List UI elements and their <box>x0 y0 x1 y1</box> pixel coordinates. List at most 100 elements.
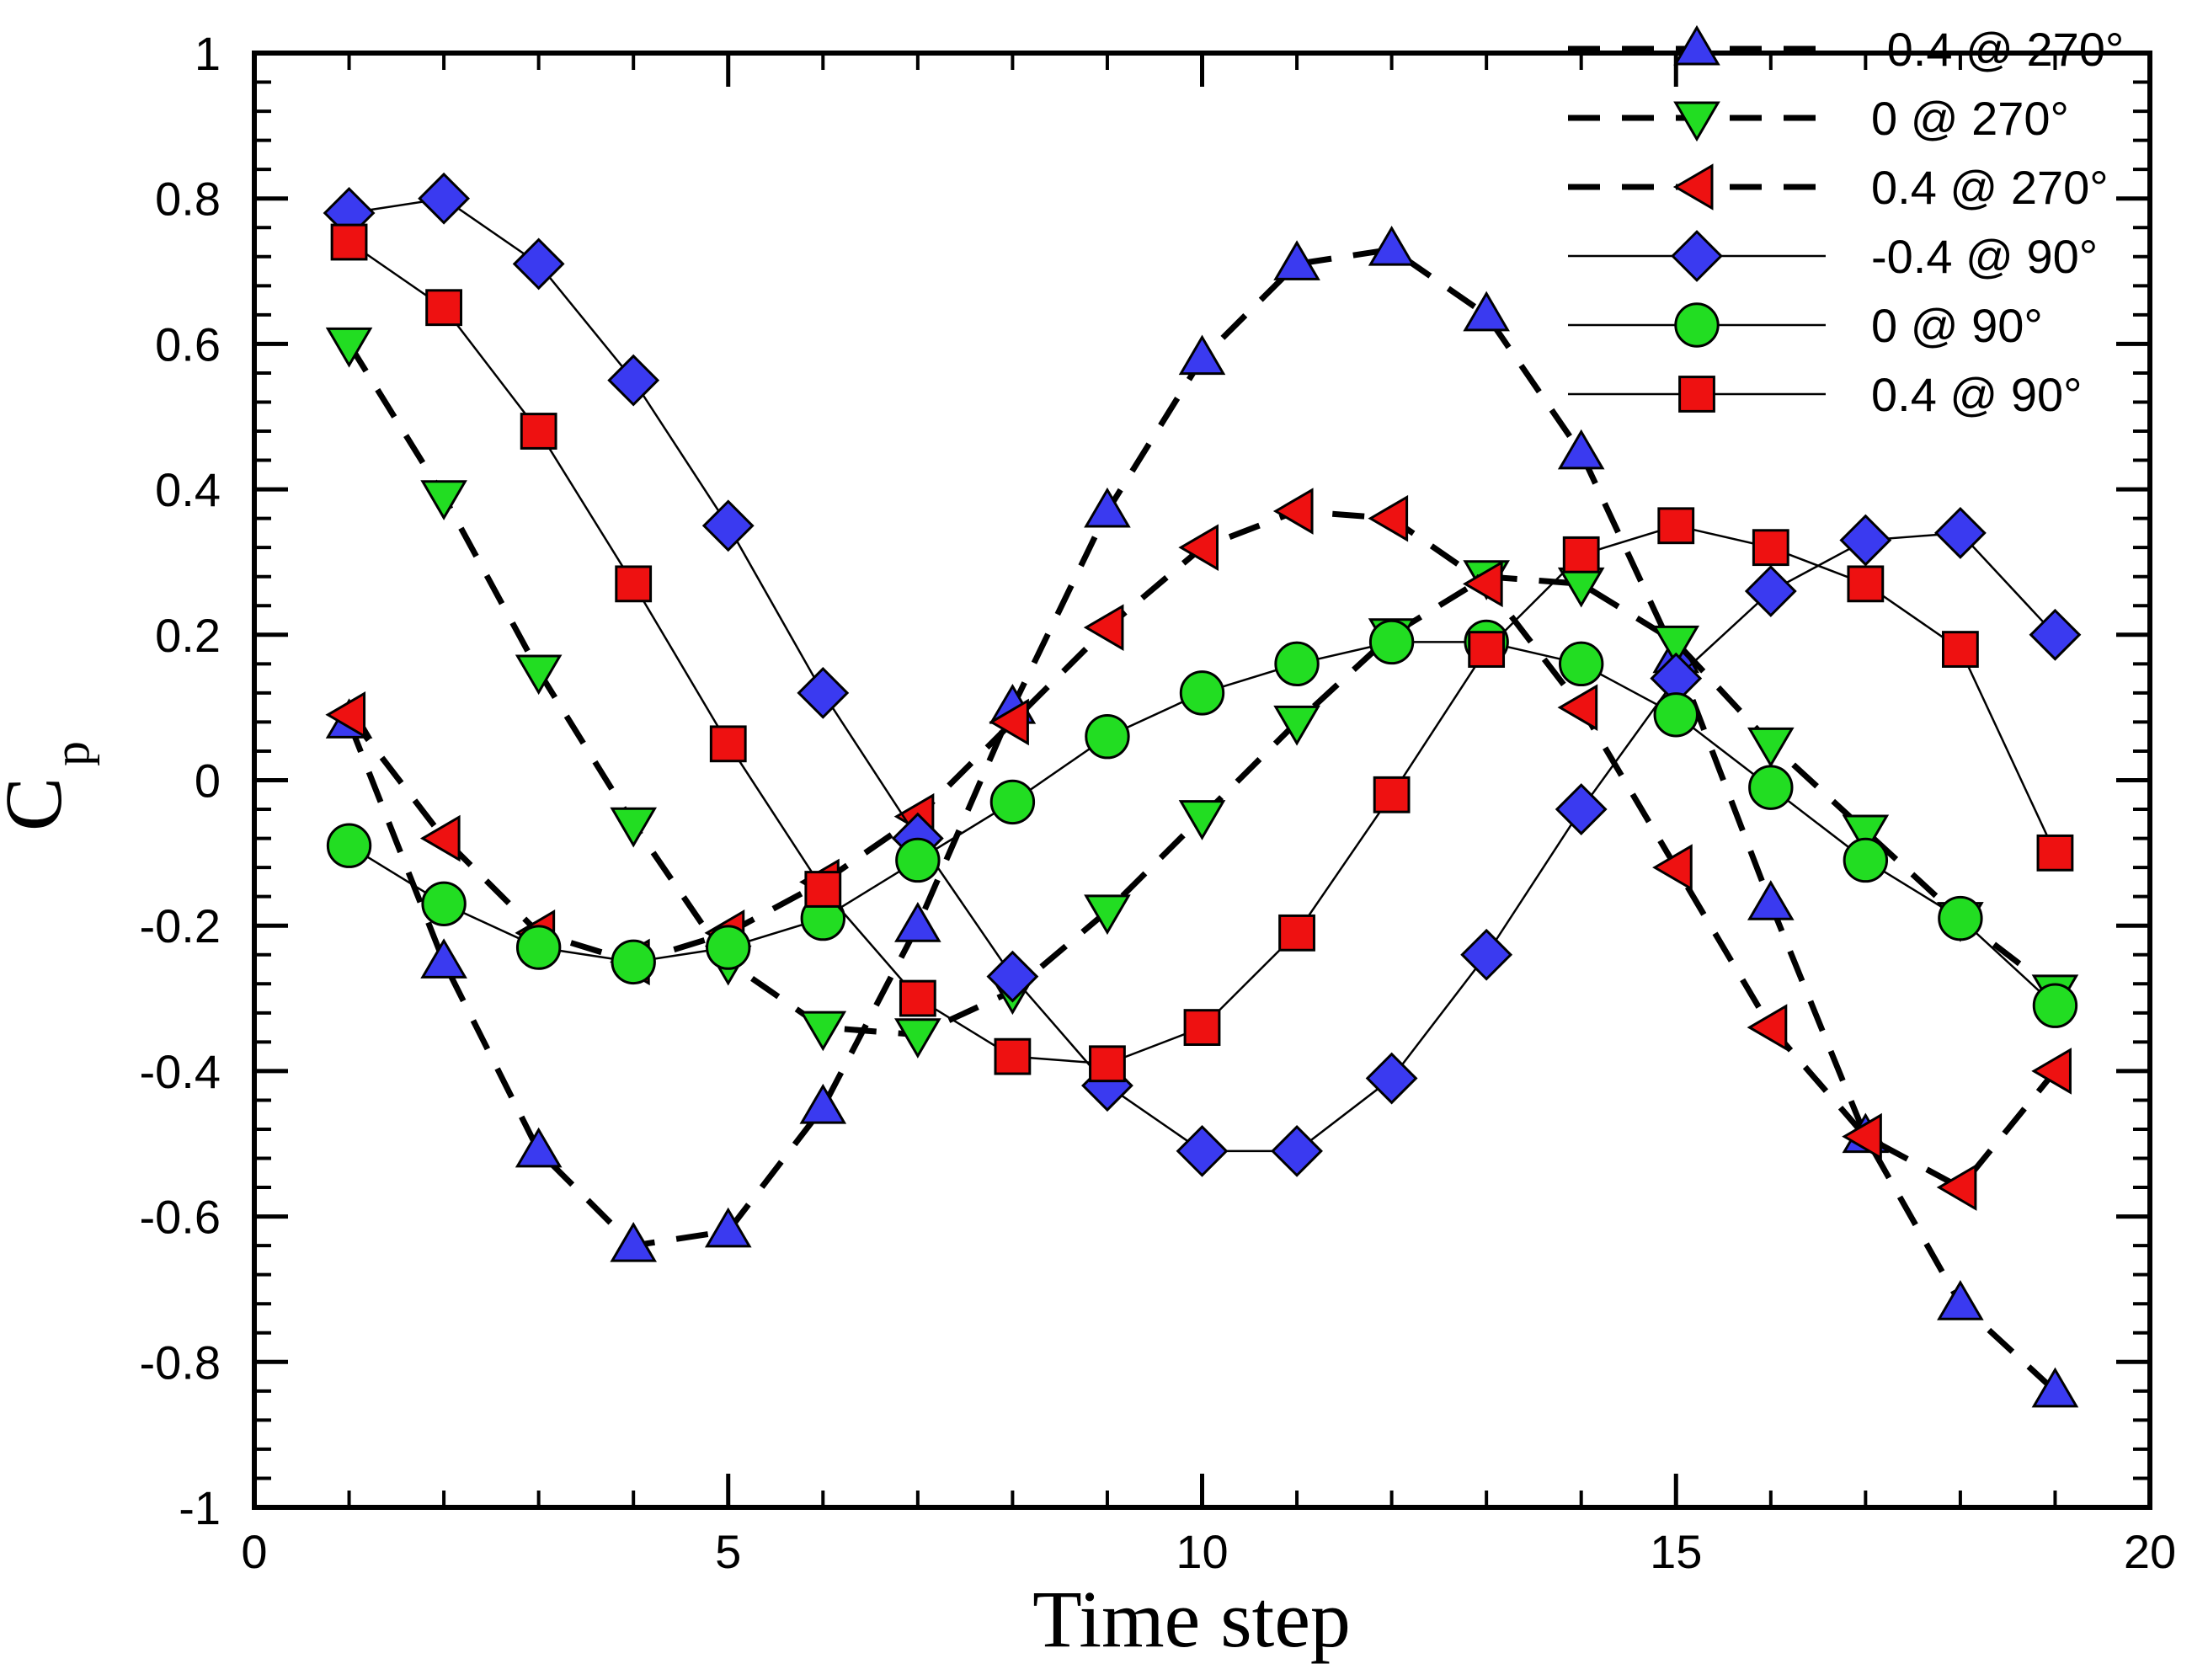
data-point <box>1468 631 1506 668</box>
data-point <box>1178 334 1226 376</box>
legend-label: -0.4 @ 90° <box>1871 230 2098 283</box>
data-point <box>1747 727 1795 768</box>
data-point <box>420 480 467 520</box>
data-point <box>701 499 755 552</box>
legend-marker <box>1672 163 1714 211</box>
data-point <box>515 1127 563 1168</box>
x-tick-label: 20 <box>2124 1525 2176 1578</box>
series-3 <box>325 488 2072 1211</box>
y-tick-label: -1 <box>179 1481 221 1534</box>
data-point <box>1183 1009 1221 1046</box>
data-point <box>1365 1052 1418 1105</box>
data-point <box>1084 487 1131 528</box>
legend-marker <box>1671 230 1723 282</box>
data-point <box>2036 834 2074 872</box>
data-point <box>418 172 471 225</box>
legend-marker <box>1678 376 1715 413</box>
data-point <box>1937 1280 1984 1320</box>
legend-item: -0.4 @ 270° <box>1568 23 2124 76</box>
data-point <box>706 925 751 970</box>
data-point <box>1559 641 1604 687</box>
data-point <box>1555 783 1608 835</box>
data-point <box>610 1221 658 1262</box>
data-point <box>607 354 660 407</box>
data-point <box>799 1011 847 1052</box>
data-point <box>1839 514 1892 567</box>
data-point <box>325 327 373 368</box>
legend-label: 0.4 @ 90° <box>1871 368 2083 421</box>
legend-item: -0.4 @ 90° <box>1568 230 2098 283</box>
data-point <box>1748 765 1794 810</box>
legend-item: 0.4 @ 90° <box>1568 368 2083 421</box>
series-6 <box>330 223 2074 1083</box>
data-point <box>1460 928 1513 981</box>
data-point <box>2032 983 2078 1028</box>
data-point <box>512 237 565 291</box>
data-point <box>797 666 850 719</box>
data-point <box>1938 895 1983 941</box>
x-tick-label: 5 <box>715 1525 741 1578</box>
y-axis-title: C <box>0 777 78 831</box>
data-point <box>1373 776 1411 813</box>
data-point <box>1562 536 1600 573</box>
data-point <box>1557 429 1605 470</box>
legend-label: 0 @ 270° <box>1871 92 2069 145</box>
data-point <box>1273 240 1320 280</box>
data-point <box>1652 844 1693 891</box>
data-point <box>1273 705 1320 746</box>
legend-label: 0 @ 90° <box>1871 299 2043 352</box>
data-point <box>1272 488 1314 535</box>
data-point <box>704 1207 752 1248</box>
y-tick-label: -0.2 <box>140 899 221 952</box>
data-point <box>1936 1164 1977 1211</box>
data-point <box>989 779 1036 825</box>
data-point <box>1657 507 1695 545</box>
data-point <box>989 698 1029 746</box>
series-1 <box>325 225 2079 1408</box>
x-tick-label: 15 <box>1650 1525 1702 1578</box>
data-point <box>1278 914 1315 952</box>
data-point <box>986 950 1039 1003</box>
series-group <box>323 172 2082 1408</box>
data-point <box>1462 560 1503 608</box>
data-point <box>899 979 936 1017</box>
data-point <box>325 691 366 739</box>
legend-marker <box>1673 24 1720 66</box>
data-point <box>1557 567 1605 608</box>
data-point <box>894 902 941 942</box>
data-point <box>1653 692 1699 738</box>
data-point <box>1842 1112 1882 1160</box>
y-axis-title-subscript: p <box>44 741 99 766</box>
y-tick-label: -0.6 <box>140 1191 221 1244</box>
x-tick-label: 0 <box>241 1525 267 1578</box>
data-point <box>1463 291 1510 332</box>
data-point <box>1368 494 1409 542</box>
data-point <box>1085 713 1130 760</box>
data-point <box>330 223 368 261</box>
data-point <box>1176 1124 1229 1177</box>
data-point <box>894 1018 941 1059</box>
data-point <box>1178 800 1226 840</box>
legend-marker <box>1674 302 1720 348</box>
data-point <box>1089 1045 1126 1083</box>
y-tick-label: -0.4 <box>140 1045 221 1098</box>
data-point <box>610 807 658 848</box>
data-point <box>1843 837 1889 883</box>
axis-titles: Time step C p <box>0 741 1351 1664</box>
data-point <box>520 413 557 450</box>
y-tick-label: 0.4 <box>155 463 221 516</box>
y-tick-label: 0 <box>195 755 221 808</box>
data-point <box>895 837 941 883</box>
data-point <box>1274 641 1320 687</box>
series-4 <box>323 172 2082 1177</box>
legend-item: 0 @ 270° <box>1568 92 2069 145</box>
data-point <box>994 1037 1032 1075</box>
data-point <box>1179 670 1225 716</box>
data-point <box>326 823 372 868</box>
x-tick-label: 10 <box>1176 1525 1228 1578</box>
data-point <box>1084 894 1131 936</box>
data-point <box>1368 225 1416 266</box>
data-point <box>1747 1004 1788 1051</box>
legend-item: 0 @ 90° <box>1568 299 2043 352</box>
